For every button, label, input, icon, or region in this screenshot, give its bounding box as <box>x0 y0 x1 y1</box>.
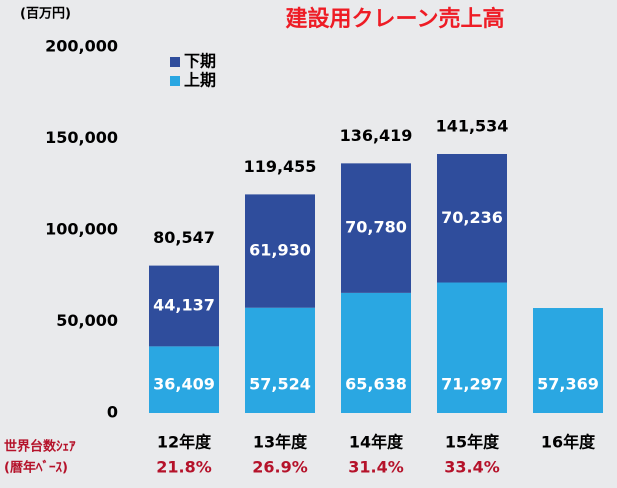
y-tick-label: 0 <box>107 403 118 422</box>
unit-label: (百万円) <box>20 7 71 22</box>
legend-label: 下期 <box>184 52 216 71</box>
total-label: 119,455 <box>244 157 317 176</box>
bar-segment <box>437 282 507 413</box>
legend-swatch <box>170 76 180 86</box>
share-label: 21.8% <box>156 458 212 477</box>
x-tick-label: 12年度 <box>157 433 212 452</box>
share-label: 26.9% <box>252 458 308 477</box>
bar-segment <box>149 265 219 347</box>
x-tick-label: 15年度 <box>445 433 500 452</box>
value-label: 70,236 <box>441 208 503 227</box>
value-label: 57,524 <box>249 375 311 394</box>
y-tick-label: 50,000 <box>56 311 118 330</box>
legend-swatch <box>170 57 180 67</box>
share-row-label: (暦年ﾍﾞｰｽ) <box>4 460 68 476</box>
bar-segment <box>341 163 411 293</box>
total-label: 141,534 <box>436 116 509 135</box>
value-label: 70,780 <box>345 218 407 237</box>
share-label: 31.4% <box>348 458 404 477</box>
value-label: 36,409 <box>153 375 215 394</box>
bar-segment <box>149 346 219 413</box>
bar-segment <box>245 194 315 308</box>
x-tick-label: 14年度 <box>349 433 404 452</box>
value-label: 65,638 <box>345 375 407 394</box>
total-label: 136,419 <box>340 126 413 145</box>
y-tick-label: 200,000 <box>45 37 118 56</box>
chart-title: 建設用クレーン売上高 <box>286 6 505 32</box>
bar-segment <box>437 153 507 283</box>
y-tick-label: 150,000 <box>45 128 118 147</box>
bar-segment <box>245 307 315 413</box>
value-label: 61,930 <box>249 241 311 260</box>
share-row-label: 世界台数ｼｪｱ <box>4 439 76 455</box>
value-label: 71,297 <box>441 375 503 394</box>
bar-segment <box>341 292 411 413</box>
x-tick-label: 16年度 <box>541 433 596 452</box>
bar-segment <box>533 308 603 413</box>
value-label: 57,369 <box>537 375 599 394</box>
share-label: 33.4% <box>444 458 500 477</box>
y-tick-label: 100,000 <box>45 220 118 239</box>
x-tick-label: 13年度 <box>253 433 308 452</box>
value-label: 44,137 <box>153 295 215 314</box>
legend-label: 上期 <box>184 71 216 90</box>
total-label: 80,547 <box>153 228 215 247</box>
